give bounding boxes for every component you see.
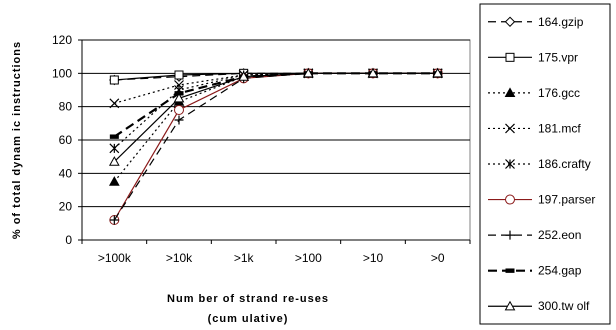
x-tick-label: >100	[295, 251, 322, 265]
y-tick-label: 20	[59, 200, 73, 214]
data-point	[108, 156, 120, 166]
y-tick-label: 80	[59, 100, 73, 114]
legend: 164.gzip 175.vpr 176.gcc 181.mcf 186.crafty 1…	[479, 3, 611, 325]
y-tick-label: 0	[65, 233, 72, 247]
series-line	[113, 72, 438, 183]
legend-marker	[504, 87, 516, 97]
legend-label: 186.crafty	[538, 157, 591, 171]
legend-marker	[504, 16, 516, 27]
x-tick-label: >100k	[98, 251, 132, 265]
legend-item: 252.eon	[488, 228, 581, 242]
data-point	[109, 143, 120, 154]
data-point	[174, 70, 184, 80]
legend-marker	[505, 52, 515, 62]
legend-marker	[505, 123, 515, 134]
y-tick-labels: 0 20 40 60 80 100 120	[52, 33, 72, 247]
legend-label: 164.gzip	[538, 15, 584, 29]
data-point	[174, 115, 184, 125]
legend-label: 181.mcf	[538, 121, 581, 135]
data-point	[238, 71, 250, 81]
legend-marker	[504, 300, 516, 311]
legend-label: 300.tw olf	[538, 299, 590, 313]
x-tick-labels: >100k >10k >1k >100 >10 >0	[81, 240, 471, 265]
legend-item: 254.gap	[488, 264, 582, 278]
legend-label: 175.vpr	[538, 50, 578, 64]
legend-marker	[505, 230, 515, 240]
legend-item: 164.gzip	[488, 15, 584, 29]
data-point	[108, 176, 120, 186]
data-point	[174, 80, 184, 90]
legend-item: 181.mcf	[488, 121, 581, 135]
data-point	[109, 98, 120, 109]
series-line	[114, 72, 438, 104]
x-tick-label: >10k	[166, 251, 193, 265]
y-tick-label: 60	[59, 133, 73, 147]
y-tick-label: 120	[52, 33, 72, 47]
legend-item: 300.tw olf	[488, 299, 590, 313]
y-axis-title: % of total dynam ic instructions	[11, 41, 23, 239]
legend-marker	[505, 159, 515, 169]
legend-item: 186.crafty	[488, 157, 591, 171]
y-tick-label: 100	[52, 66, 72, 80]
legend-label: 254.gap	[538, 264, 582, 278]
data-point	[367, 67, 379, 78]
series-8	[108, 67, 444, 166]
data-point	[302, 67, 314, 78]
data-point	[174, 105, 184, 115]
legend-label: 176.gcc	[538, 86, 580, 100]
legend-item: 176.gcc	[488, 86, 580, 100]
legend-label: 197.parser	[538, 193, 595, 207]
series-line	[113, 72, 438, 149]
series-layer	[108, 67, 444, 225]
data-point	[109, 134, 119, 139]
y-tick-label: 40	[59, 166, 73, 180]
series-line	[113, 72, 438, 163]
data-point	[173, 92, 185, 103]
x-tick-label: >0	[431, 251, 445, 265]
legend-label: 252.eon	[538, 228, 581, 242]
legend-marker	[505, 268, 515, 273]
legend-marker	[505, 194, 515, 205]
legend-item: 197.parser	[488, 193, 595, 207]
x-axis-title: Num ber of strand re-uses	[167, 293, 329, 305]
data-point	[109, 215, 119, 225]
data-point	[432, 67, 444, 78]
x-tick-label: >1k	[234, 251, 255, 265]
legend-item: 175.vpr	[488, 50, 578, 64]
data-point	[109, 75, 119, 85]
x-tick-label: >10	[363, 251, 384, 265]
x-axis-subtitle: (cum ulative)	[208, 313, 289, 325]
